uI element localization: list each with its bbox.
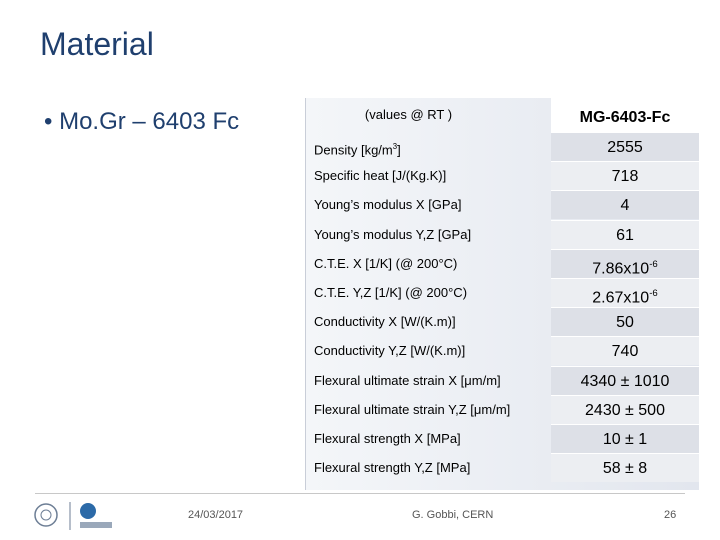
cell-text: 2.67x10: [592, 289, 650, 307]
superscript: -6: [649, 258, 658, 270]
footer-date: 24/03/2017: [188, 509, 244, 521]
property-label: Conductivity Y,Z [W/(K.m)]: [314, 336, 465, 365]
cell-text: C.T.E. X [1/K] (@ 200°C): [314, 255, 458, 271]
property-value: 718: [551, 161, 699, 191]
property-label: Flexural ultimate strain Y,Z [μm/m]: [314, 395, 510, 424]
property-value: 740: [551, 336, 699, 366]
property-value: 4: [551, 190, 699, 220]
property-value: 4340 ± 1010: [551, 365, 699, 395]
cell-text: Young’s modulus Y,Z [GPa]: [314, 226, 472, 242]
property-label: Specific heat [J/(Kg.K)]: [314, 161, 446, 190]
cell-text: 58 ± 8: [602, 460, 648, 478]
cell-text: Flexural strength X [MPa]: [314, 431, 461, 446]
property-value: 2.67x10-6: [551, 278, 699, 307]
property-label: Conductivity X [W/(K.m)]: [314, 307, 456, 336]
property-value: 7.86x10-6: [551, 248, 699, 278]
property-value: 58 ± 8: [551, 453, 699, 483]
property-value: 50: [551, 307, 699, 337]
property-value: 2555: [551, 132, 699, 161]
cell-text: Young’s modulus X [GPa]: [314, 197, 462, 213]
cell-text: Density [kg/m: [314, 142, 393, 158]
property-value: 61: [551, 219, 699, 249]
cell-text: Specific heat [J/(Kg.K)]: [314, 168, 447, 184]
properties-table: (values @ RT ) MG-6403-Fc Density [kg/m3…: [305, 98, 699, 490]
bullet-text: Mo.Gr – 6403 Fc: [59, 108, 240, 135]
cell-text: 61: [616, 226, 634, 244]
property-label: Density [kg/m3]: [314, 132, 401, 161]
footer-author: G. Gobbi, CERN: [412, 509, 494, 521]
title: Material: [40, 26, 154, 62]
cell-text: ]: [397, 142, 401, 158]
property-label: C.T.E. X [1/K] (@ 200°C): [314, 249, 457, 278]
superscript: 3: [392, 142, 398, 151]
table-header: MG-6403-Fc: [551, 98, 699, 132]
cell-text: 10 ± 1: [602, 431, 648, 448]
bullet: • Mo.Gr – 6403 Fc: [44, 108, 240, 135]
property-value: 10 ± 1: [551, 424, 699, 453]
logos: [34, 502, 112, 530]
cell-text: Conductivity Y,Z [W/(K.m)]: [314, 343, 466, 359]
cell-text: 7.86x10: [592, 260, 650, 278]
cell-text: 4340 ± 1010: [580, 372, 670, 390]
table-header: (values @ RT ): [364, 107, 453, 122]
superscript: -6: [649, 288, 658, 299]
cell-text: C.T.E. Y,Z [1/K] (@ 200°C): [314, 285, 468, 300]
property-label: Young’s modulus X [GPa]: [314, 190, 461, 219]
cell-text: 50: [616, 314, 634, 332]
page-number: 26: [664, 509, 677, 521]
cell-text: 2430 ± 500: [585, 401, 665, 419]
cell-text: 2555: [607, 139, 643, 156]
property-label: Flexural ultimate strain X [μm/m]: [314, 366, 501, 395]
cell-text: Flexural ultimate strain X [μm/m]: [314, 372, 501, 388]
cell-text: Flexural strength Y,Z [MPa]: [314, 460, 471, 476]
property-label: Flexural strength X [MPa]: [314, 424, 461, 453]
property-label: Flexural strength Y,Z [MPa]: [314, 453, 470, 482]
property-label: C.T.E. Y,Z [1/K] (@ 200°C): [314, 278, 467, 307]
cell-text: 4: [620, 197, 630, 215]
footer-line: [35, 493, 685, 494]
property-value: 2430 ± 500: [551, 394, 699, 424]
cell-text: Flexural ultimate strain Y,Z [μm/m]: [314, 401, 511, 417]
cell-text: 740: [611, 343, 639, 361]
cell-text: 718: [611, 168, 639, 186]
property-label: Young’s modulus Y,Z [GPa]: [314, 220, 471, 249]
cell-text: Conductivity X [W/(K.m)]: [314, 314, 456, 330]
